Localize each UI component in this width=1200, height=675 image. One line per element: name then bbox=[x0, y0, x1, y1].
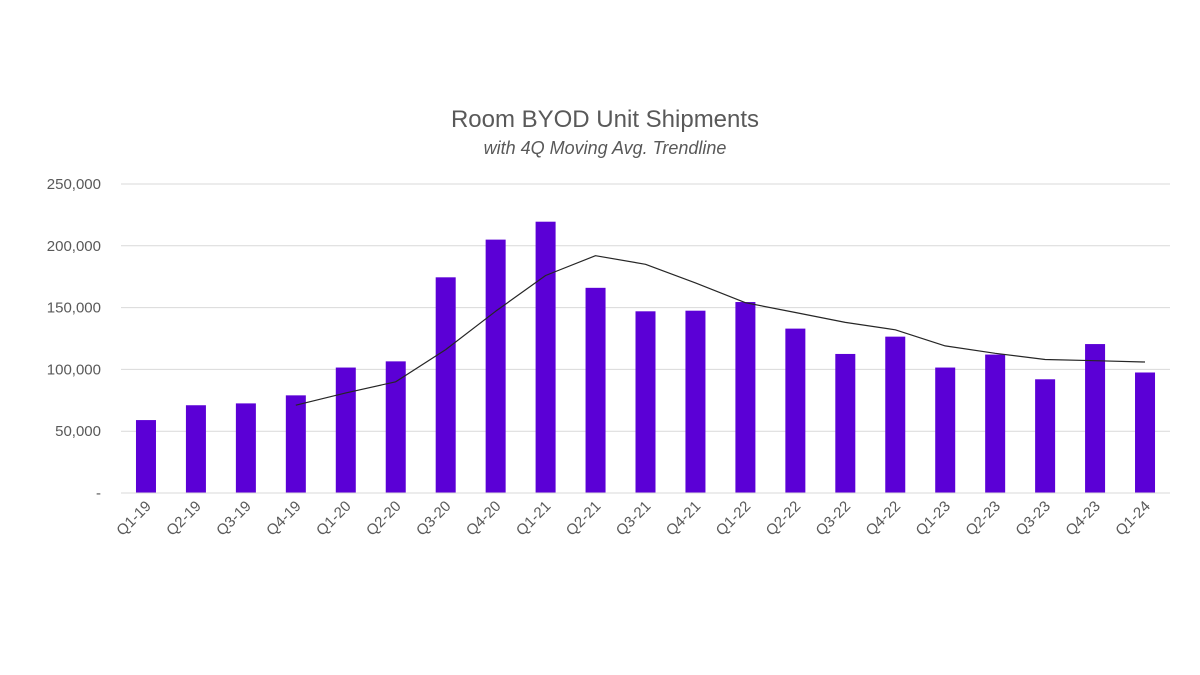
x-tick-label: Q2-21 bbox=[563, 498, 605, 540]
bar bbox=[635, 311, 656, 493]
x-tick-label: Q4-20 bbox=[463, 498, 505, 540]
bar bbox=[1035, 379, 1056, 493]
x-tick-label: Q3-23 bbox=[1012, 498, 1054, 540]
bar bbox=[385, 361, 406, 493]
x-tick-label: Q2-22 bbox=[763, 498, 805, 540]
bar bbox=[585, 287, 606, 493]
y-tick-label: 250,000 bbox=[47, 176, 101, 193]
bar bbox=[485, 239, 506, 493]
x-tick-label: Q4-22 bbox=[863, 498, 905, 540]
bar bbox=[1085, 344, 1106, 493]
bar bbox=[335, 367, 356, 493]
y-tick-label: 150,000 bbox=[47, 300, 101, 317]
x-tick-label: Q2-23 bbox=[962, 498, 1004, 540]
trendline bbox=[295, 255, 1146, 406]
x-tick-label: Q2-20 bbox=[363, 498, 405, 540]
bar bbox=[685, 310, 706, 493]
x-tick-label: Q3-20 bbox=[413, 498, 455, 540]
x-axis-ticks: Q1-19 Q2-19 Q3-19 Q4-19 Q1-20 Q2-20 Q3-20 Q4-20… bbox=[113, 498, 1154, 540]
x-tick-label: Q4-19 bbox=[263, 498, 305, 540]
y-tick-label: - bbox=[96, 485, 101, 502]
y-tick-label: 50,000 bbox=[55, 423, 101, 440]
x-tick-label: Q4-23 bbox=[1062, 498, 1104, 540]
trendline-series bbox=[295, 255, 1146, 406]
bar-series bbox=[135, 221, 1156, 493]
x-tick-label: Q4-21 bbox=[663, 498, 705, 540]
bar bbox=[435, 277, 456, 493]
x-tick-label: Q3-22 bbox=[813, 498, 855, 540]
x-tick-label: Q1-20 bbox=[313, 498, 355, 540]
bar bbox=[535, 221, 556, 493]
chart-subtitle: with 4Q Moving Avg. Trendline bbox=[484, 138, 727, 158]
bar bbox=[235, 403, 256, 493]
bar bbox=[1135, 372, 1156, 493]
x-tick-label: Q3-19 bbox=[213, 498, 255, 540]
bar bbox=[835, 353, 856, 493]
x-tick-label: Q1-23 bbox=[913, 498, 955, 540]
bar bbox=[135, 420, 156, 493]
y-tick-label: 100,000 bbox=[47, 361, 101, 378]
x-tick-label: Q1-22 bbox=[713, 498, 755, 540]
y-axis-ticks: - 50,000 100,000 150,000 200,000 250,000 bbox=[47, 176, 101, 502]
bar bbox=[785, 328, 806, 493]
bar bbox=[185, 405, 206, 493]
bar bbox=[885, 336, 906, 493]
bar bbox=[935, 367, 956, 493]
bar bbox=[985, 354, 1006, 493]
x-tick-label: Q1-21 bbox=[513, 498, 555, 540]
chart-title: Room BYOD Unit Shipments bbox=[451, 106, 759, 133]
x-tick-label: Q2-19 bbox=[163, 498, 205, 540]
x-tick-label: Q1-19 bbox=[113, 498, 155, 540]
x-tick-label: Q3-21 bbox=[613, 498, 655, 540]
bar bbox=[735, 302, 756, 493]
y-tick-label: 200,000 bbox=[47, 238, 101, 255]
bar bbox=[285, 395, 306, 493]
x-tick-label: Q1-24 bbox=[1112, 498, 1154, 540]
